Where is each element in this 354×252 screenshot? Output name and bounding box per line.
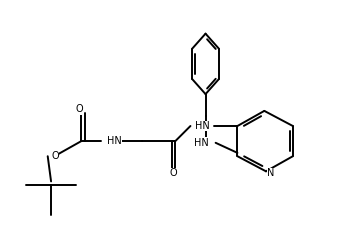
Text: HN: HN [107, 136, 121, 146]
Text: O: O [76, 104, 84, 114]
Text: HN: HN [195, 121, 210, 131]
Text: O: O [51, 151, 59, 161]
Text: HN: HN [194, 138, 209, 148]
Text: N: N [267, 168, 275, 178]
Text: O: O [170, 168, 177, 178]
